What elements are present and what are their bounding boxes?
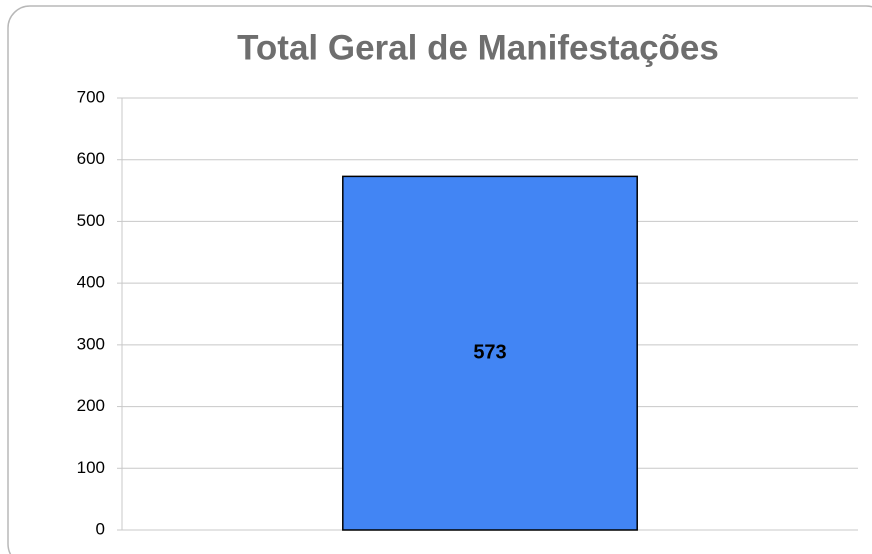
y-tick-label: 700: [77, 87, 105, 106]
chart-title: Total Geral de Manifestações: [237, 28, 719, 67]
y-tick-label: 400: [77, 273, 105, 292]
y-tick-label: 0: [96, 519, 105, 538]
bar: [342, 175, 638, 531]
y-tick-label: 600: [77, 149, 105, 168]
y-tick-label: 200: [77, 396, 105, 415]
y-tick-label: 500: [77, 211, 105, 230]
y-tick-label: 100: [77, 458, 105, 477]
data-label: 573: [473, 341, 506, 363]
y-tick-label: 300: [77, 334, 105, 353]
